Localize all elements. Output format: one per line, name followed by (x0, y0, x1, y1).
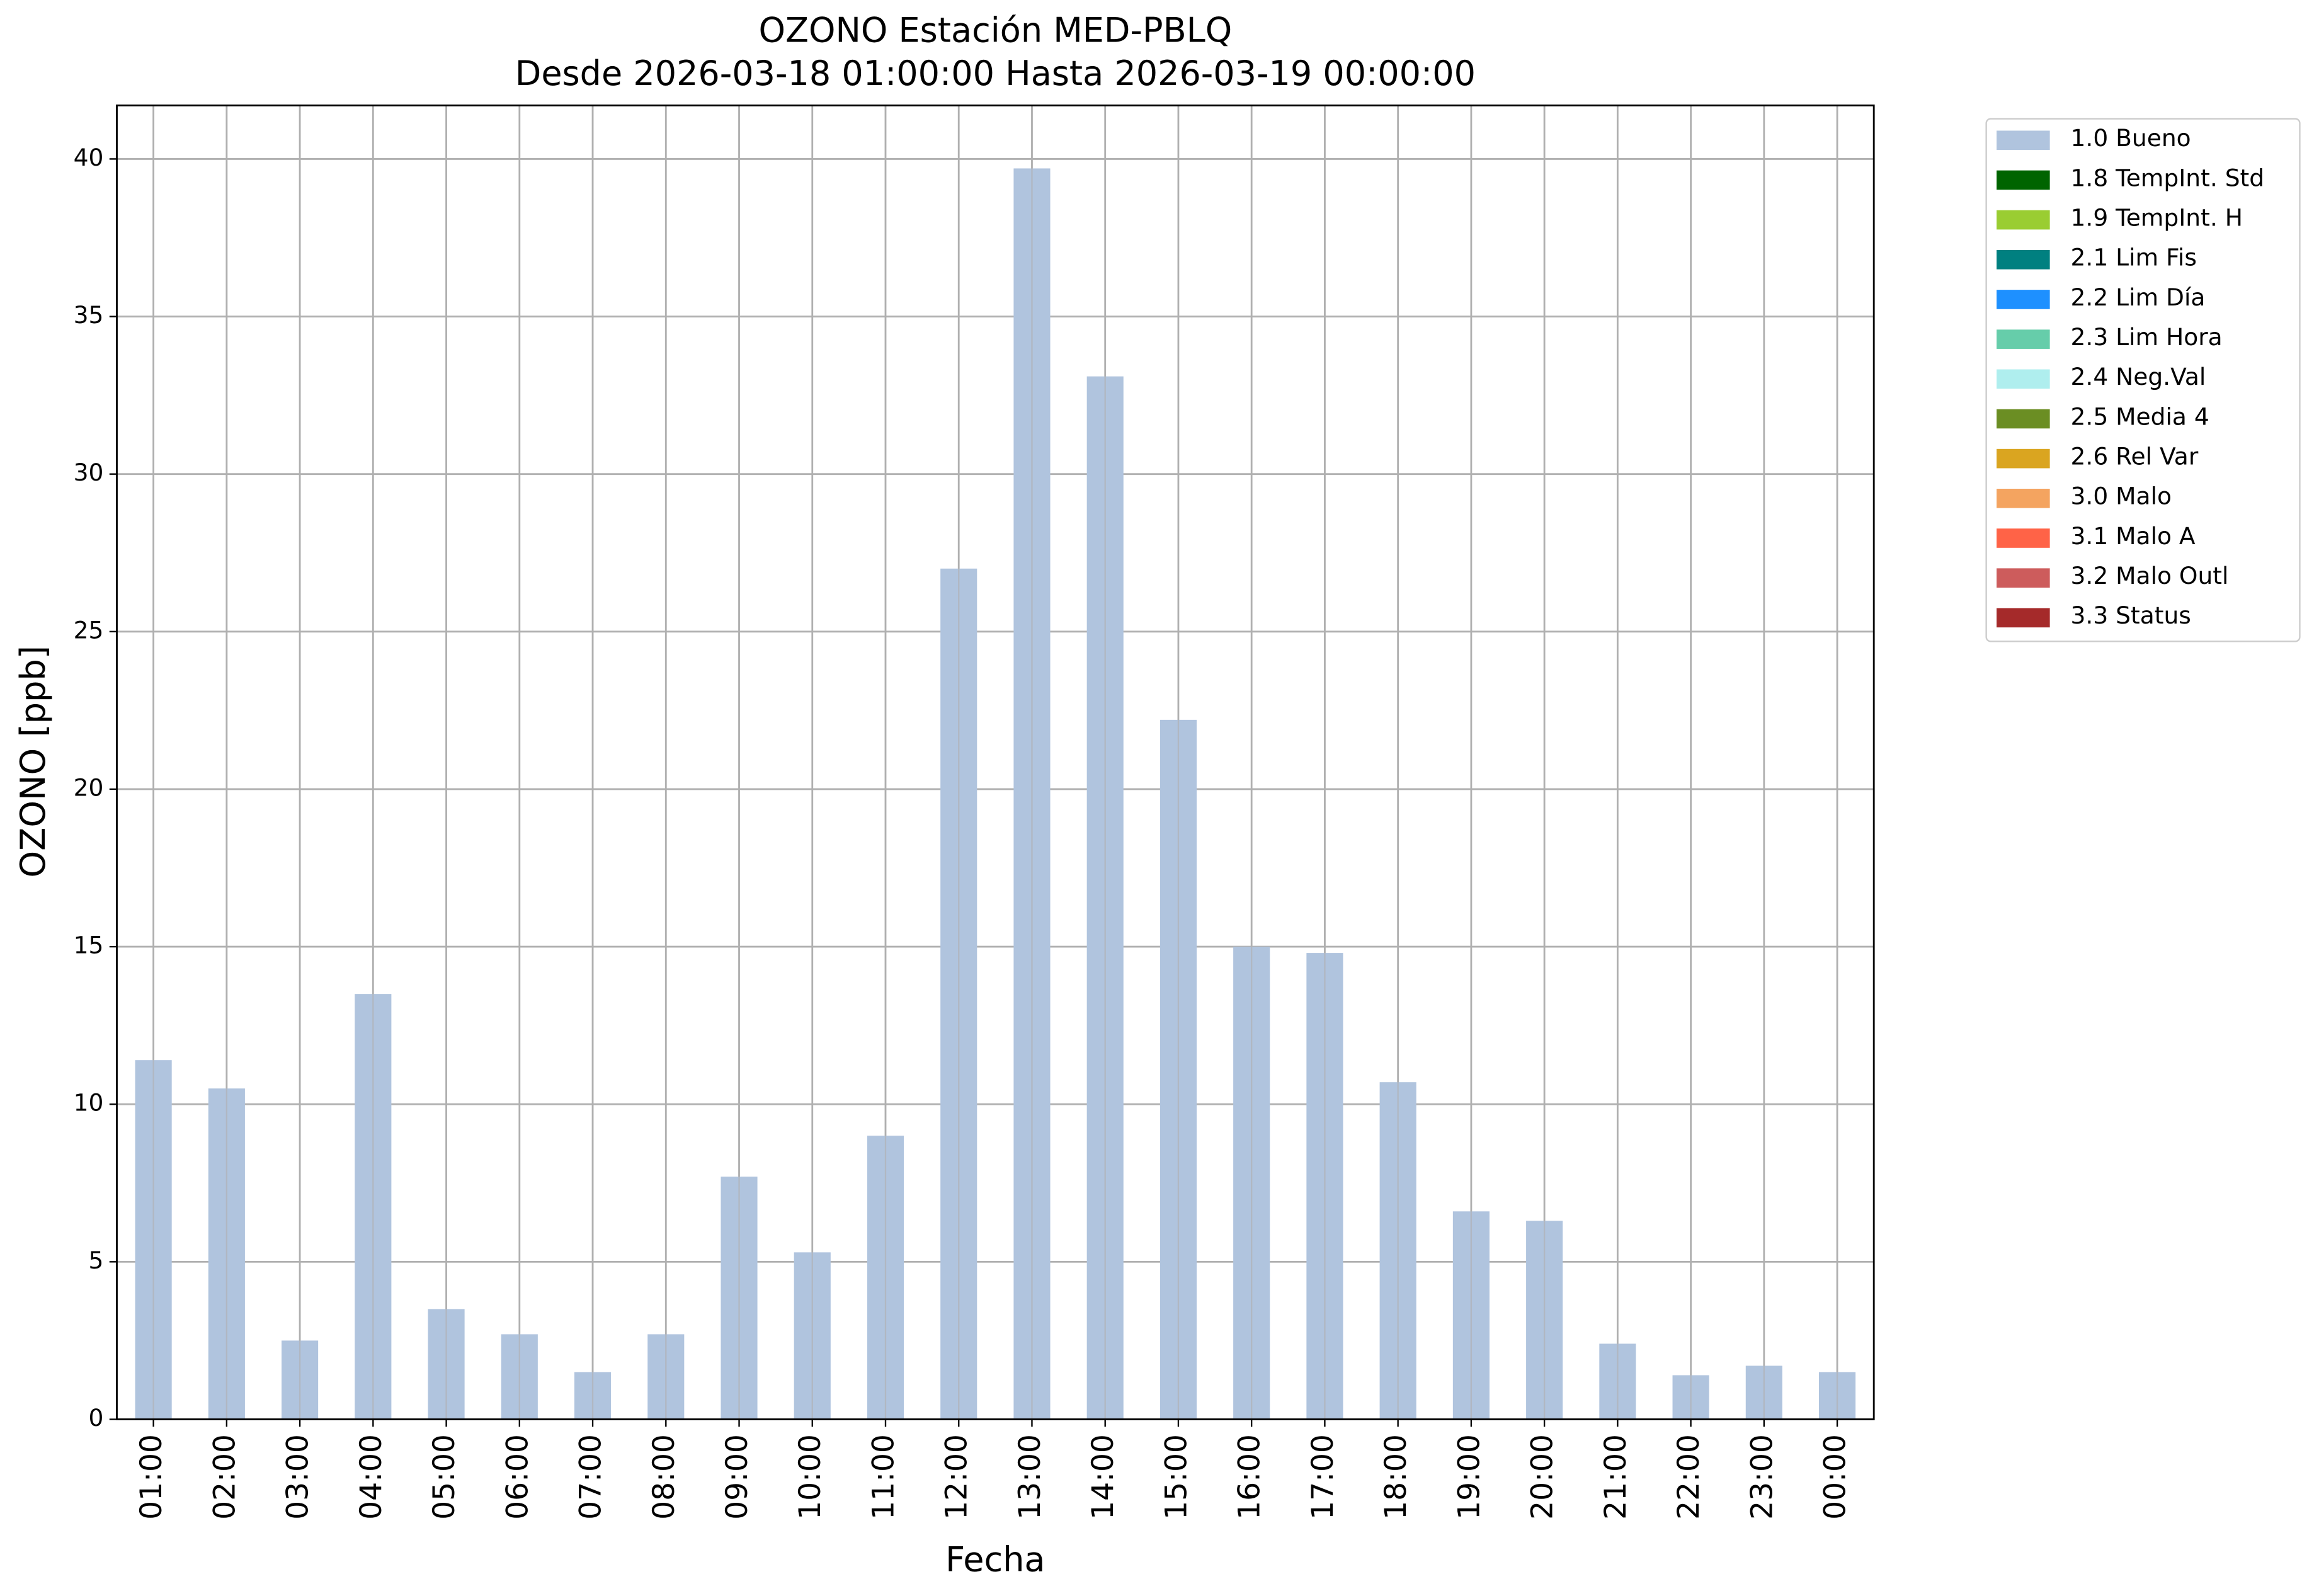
x-tick-label: 15:00 (1159, 1434, 1194, 1520)
plot-frame (116, 104, 1875, 1420)
legend-label: 3.1 Malo A (2071, 522, 2196, 550)
legend-swatch (1997, 249, 2050, 270)
chart-title: OZONO Estación MED-PBLQ (758, 10, 1232, 50)
x-axis-label: Fecha (945, 1539, 1045, 1579)
x-tick-label: 23:00 (1745, 1434, 1779, 1520)
x-tick-label: 20:00 (1525, 1434, 1560, 1520)
legend-box (1985, 118, 2301, 642)
legend-swatch (1997, 329, 2050, 349)
legend-label: 1.8 TempInt. Std (2071, 164, 2265, 191)
y-tick-label: 15 (74, 932, 104, 959)
chart-subtitle: Desde 2026-03-18 01:00:00 Hasta 2026-03-… (515, 54, 1476, 93)
legend-swatch (1997, 608, 2050, 628)
legend-swatch (1997, 130, 2050, 151)
y-axis-label: OZONO [ppb] (13, 646, 53, 877)
x-tick-label: 12:00 (940, 1434, 974, 1520)
x-tick-label: 19:00 (1452, 1434, 1486, 1520)
x-tick-label: 05:00 (427, 1434, 462, 1520)
legend-swatch (1997, 290, 2050, 309)
x-tick-label: 17:00 (1306, 1434, 1340, 1520)
legend-label: 2.4 Neg.Val (2071, 363, 2206, 390)
x-tick-label: 00:00 (1818, 1434, 1853, 1520)
y-tick-label: 40 (74, 144, 104, 171)
legend-swatch (1997, 170, 2050, 190)
x-tick-label: 07:00 (574, 1434, 608, 1520)
x-tick-label: 09:00 (720, 1434, 755, 1520)
x-tick-label: 06:00 (500, 1434, 535, 1520)
x-tick-label: 08:00 (647, 1434, 681, 1520)
x-tick-label: 14:00 (1086, 1434, 1120, 1520)
y-tick-label: 35 (74, 301, 104, 329)
y-tick-label: 0 (88, 1404, 103, 1432)
y-tick-label: 5 (88, 1246, 103, 1274)
legend-swatch (1997, 369, 2050, 389)
legend-label: 3.2 Malo Outl (2071, 562, 2229, 590)
x-tick-label: 10:00 (793, 1434, 828, 1520)
legend-label: 2.3 Lim Hora (2071, 323, 2223, 351)
legend-label: 1.0 Bueno (2071, 124, 2191, 152)
x-tick-label: 22:00 (1672, 1434, 1706, 1520)
x-tick-label: 03:00 (281, 1434, 316, 1520)
legend-swatch (1997, 488, 2050, 508)
legend-label: 3.0 Malo (2071, 482, 2172, 510)
legend-swatch (1997, 568, 2050, 588)
legend-label: 2.5 Media 4 (2071, 402, 2209, 430)
legend-label: 1.9 TempInt. H (2071, 203, 2243, 231)
legend-label: 2.2 Lim Día (2071, 283, 2206, 311)
y-tick-label: 25 (74, 616, 104, 644)
x-tick-label: 11:00 (867, 1434, 901, 1520)
y-tick-label: 20 (74, 773, 104, 801)
x-tick-label: 02:00 (207, 1434, 242, 1520)
legend-swatch (1997, 409, 2050, 429)
y-tick-label: 10 (74, 1089, 104, 1117)
x-tick-label: 13:00 (1013, 1434, 1047, 1520)
legend-swatch (1997, 448, 2050, 469)
legend-label: 2.6 Rel Var (2071, 442, 2199, 470)
x-tick-label: 18:00 (1379, 1434, 1413, 1520)
x-tick-label: 21:00 (1598, 1434, 1633, 1520)
x-tick-label: 01:00 (134, 1434, 169, 1520)
legend-swatch (1997, 528, 2050, 548)
x-tick-label: 04:00 (354, 1434, 389, 1520)
legend-swatch (1997, 210, 2050, 230)
y-tick-label: 30 (74, 459, 104, 486)
legend-label: 3.3 Status (2071, 601, 2191, 629)
legend-label: 2.1 Lim Fis (2071, 244, 2197, 271)
x-tick-label: 16:00 (1233, 1434, 1267, 1520)
